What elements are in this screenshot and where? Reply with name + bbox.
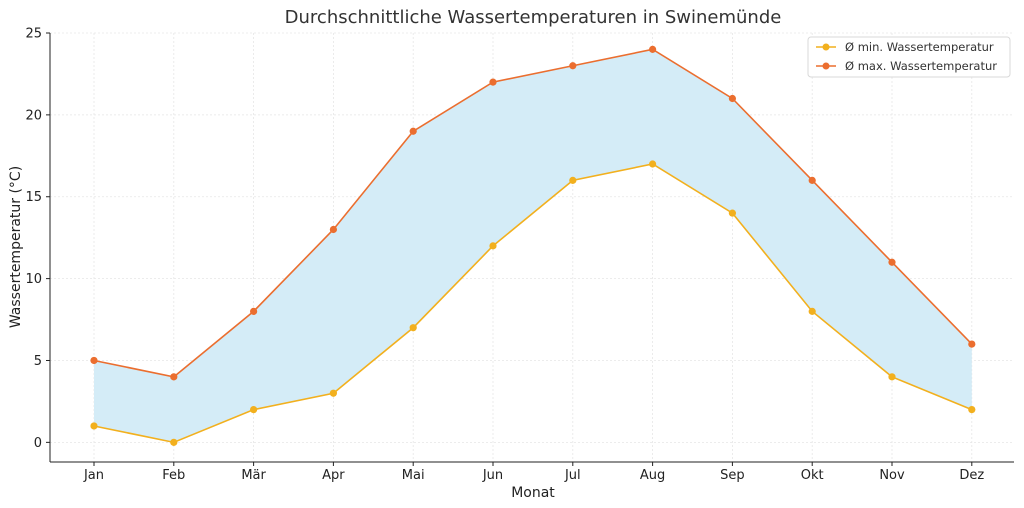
data-point xyxy=(489,78,497,86)
series-max xyxy=(90,45,976,381)
y-tick-label: 25 xyxy=(25,27,42,42)
range-fill-area xyxy=(94,49,972,443)
series-line xyxy=(93,48,973,378)
x-tick-label: Jan xyxy=(83,468,104,483)
data-point xyxy=(808,307,816,315)
y-tick-label: 0 xyxy=(34,436,42,451)
y-ticks: 0 5 10 15 20 25 xyxy=(25,27,50,451)
data-point xyxy=(329,389,337,397)
y-axis-title: Wassertemperatur (°C) xyxy=(8,166,24,328)
y-tick-label: 20 xyxy=(25,108,42,123)
x-tick-label: Apr xyxy=(322,468,345,483)
data-point xyxy=(569,62,577,70)
y-tick-label: 10 xyxy=(25,272,42,287)
data-point xyxy=(250,406,258,414)
data-point xyxy=(649,45,657,53)
legend: Ø min. Wassertemperatur Ø max. Wassertem… xyxy=(807,36,1011,78)
x-tick-label: Nov xyxy=(879,468,905,483)
axes xyxy=(49,33,1014,463)
x-tick-label: Sep xyxy=(720,468,745,483)
x-tick-label: Dez xyxy=(959,468,984,483)
series-min xyxy=(90,160,976,446)
data-point xyxy=(409,127,417,135)
data-point xyxy=(250,307,258,315)
legend-label-max: Ø max. Wassertemperatur xyxy=(845,59,997,73)
data-point xyxy=(968,340,976,348)
data-point xyxy=(888,258,896,266)
legend-box xyxy=(807,36,1011,78)
data-point xyxy=(968,406,976,414)
data-point xyxy=(728,209,737,217)
legend-label-min: Ø min. Wassertemperatur xyxy=(845,40,994,54)
data-point xyxy=(888,373,896,381)
x-tick-label: Mai xyxy=(402,468,425,483)
x-tick-label: Mär xyxy=(241,468,266,483)
data-point xyxy=(170,438,178,446)
y-tick-label: 5 xyxy=(34,354,42,369)
legend-marker-max xyxy=(822,62,830,70)
chart-title: Durchschnittliche Wassertemperaturen in … xyxy=(285,7,782,28)
data-point xyxy=(409,324,417,332)
data-point xyxy=(90,422,98,430)
legend-marker-min xyxy=(822,43,830,51)
x-tick-label: Jul xyxy=(564,468,581,483)
data-point xyxy=(489,242,497,250)
x-tick-label: Feb xyxy=(162,468,185,483)
y-tick-label: 15 xyxy=(25,190,42,205)
data-point xyxy=(808,176,816,184)
series-line xyxy=(93,163,973,444)
data-point xyxy=(170,373,178,381)
data-point xyxy=(728,94,737,103)
x-tick-label: Okt xyxy=(801,468,824,483)
x-tick-label: Jun xyxy=(482,468,503,483)
data-point xyxy=(569,176,577,184)
x-tick-label: Aug xyxy=(640,468,665,483)
x-ticks: Jan Feb Mär Apr Mai Jun Jul Aug Sep Okt Nov Dez xyxy=(83,462,984,483)
series-layer xyxy=(90,45,976,446)
data-point xyxy=(329,225,337,234)
data-point xyxy=(90,356,98,365)
data-point xyxy=(649,160,657,168)
x-axis-title: Monat xyxy=(511,485,555,501)
